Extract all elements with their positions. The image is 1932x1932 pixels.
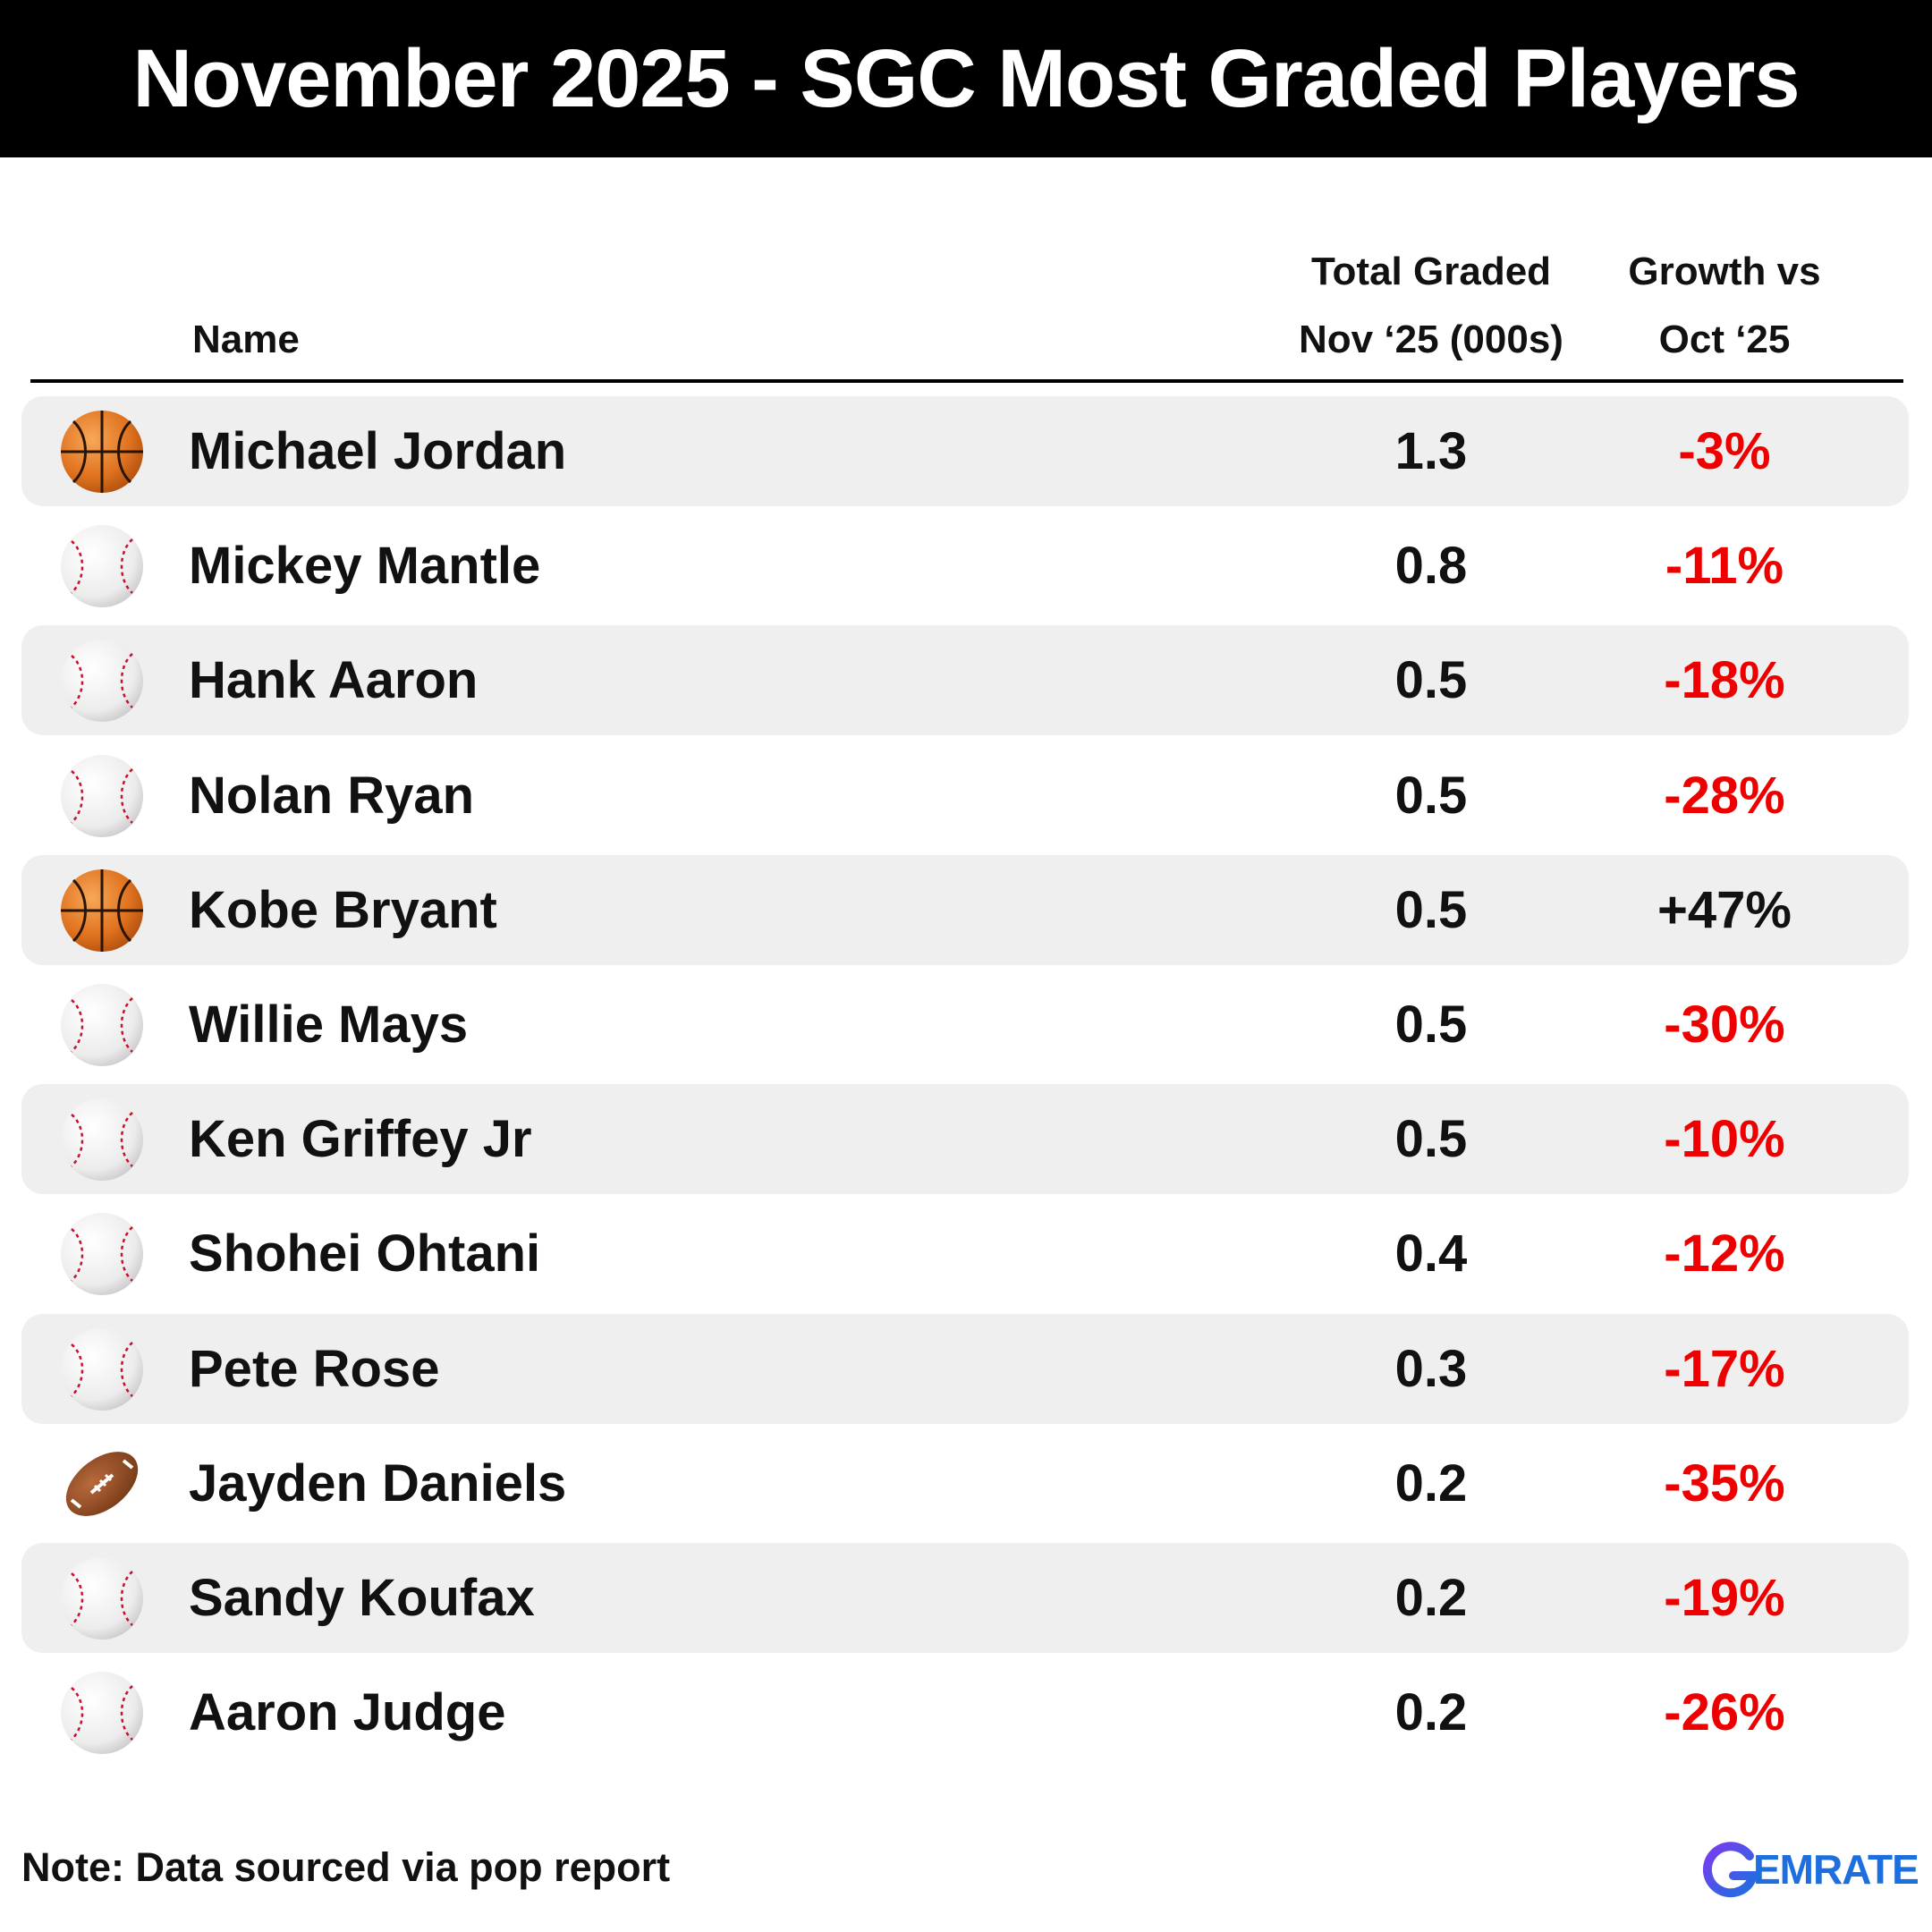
baseball-icon xyxy=(61,1213,143,1296)
total-graded-value: 1.3 xyxy=(1394,422,1468,480)
player-name: Nolan Ryan xyxy=(189,766,475,825)
player-name: Ken Griffey Jr xyxy=(189,1110,532,1169)
growth-value: -12% xyxy=(1664,1224,1785,1284)
growth-value: -17% xyxy=(1664,1339,1785,1398)
header-divider xyxy=(30,379,1903,383)
total-graded-value: 0.4 xyxy=(1394,1224,1468,1284)
gemrate-g-logo-icon xyxy=(1702,1842,1759,1898)
page-title: November 2025 - SGC Most Graded Players xyxy=(0,0,1932,157)
gemrate-logo-text: EMRATE xyxy=(1753,1846,1919,1893)
baseball-icon xyxy=(61,1672,143,1755)
growth-value: +47% xyxy=(1657,880,1792,939)
player-name: Michael Jordan xyxy=(189,422,567,480)
total-graded-value: 0.5 xyxy=(1394,880,1468,939)
table-row: Sandy Koufax 0.2 -19% xyxy=(21,1543,1909,1653)
growth-value: -3% xyxy=(1678,422,1771,480)
baseball-icon xyxy=(61,525,143,608)
growth-value: -30% xyxy=(1664,996,1785,1054)
growth-value: -35% xyxy=(1664,1453,1785,1513)
total-graded-value: 0.2 xyxy=(1394,1569,1468,1627)
growth-value: -28% xyxy=(1664,766,1785,825)
baseball-icon xyxy=(61,1098,143,1182)
source-note: Note: Data sourced via pop report xyxy=(21,1844,671,1890)
baseball-icon xyxy=(61,640,143,723)
column-header-name: Name xyxy=(192,318,300,361)
total-graded-value: 0.8 xyxy=(1394,537,1468,596)
table-row: Pete Rose 0.3 -17% xyxy=(21,1313,1909,1424)
column-header-growth: Growth vs Oct ‘25 xyxy=(1592,238,1857,374)
baseball-icon xyxy=(61,984,143,1066)
total-graded-value: 0.5 xyxy=(1394,1110,1468,1169)
table-row: Kobe Bryant 0.5 +47% xyxy=(21,854,1909,965)
player-name: Mickey Mantle xyxy=(189,537,541,596)
table-row: Shohei Ohtani 0.4 -12% xyxy=(21,1199,1909,1309)
basketball-icon xyxy=(61,869,143,952)
player-name: Pete Rose xyxy=(189,1339,440,1398)
total-graded-value: 0.3 xyxy=(1394,1339,1468,1398)
table-row: Jayden Daniels 0.2 -35% xyxy=(21,1428,1909,1538)
column-header-growth-line1: Growth vs xyxy=(1628,250,1821,293)
table-row: Hank Aaron 0.5 -18% xyxy=(21,625,1909,736)
growth-value: -26% xyxy=(1664,1683,1785,1742)
total-graded-value: 0.5 xyxy=(1394,651,1468,710)
total-graded-value: 0.2 xyxy=(1394,1683,1468,1742)
baseball-icon xyxy=(61,1557,143,1640)
table-row: Ken Griffey Jr 0.5 -10% xyxy=(21,1084,1909,1195)
growth-value: -19% xyxy=(1664,1569,1785,1627)
player-name: Sandy Koufax xyxy=(189,1569,535,1627)
player-name: Shohei Ohtani xyxy=(189,1224,541,1284)
column-header-growth-line2: Oct ‘25 xyxy=(1658,318,1791,361)
column-header-total-line1: Total Graded xyxy=(1310,250,1552,293)
growth-value: -11% xyxy=(1665,537,1784,596)
column-header-total-line2: Nov ‘25 (000s) xyxy=(1299,318,1563,361)
player-name: Willie Mays xyxy=(189,996,469,1054)
player-name: Hank Aaron xyxy=(189,651,479,710)
baseball-icon xyxy=(61,754,143,837)
baseball-icon xyxy=(61,1327,143,1411)
growth-value: -10% xyxy=(1664,1110,1785,1169)
table-row: Aaron Judge 0.2 -26% xyxy=(21,1657,1909,1767)
gemrate-logo: EMRATE xyxy=(1699,1835,1919,1903)
growth-value: -18% xyxy=(1664,651,1785,710)
table-row: Michael Jordan 1.3 -3% xyxy=(21,396,1909,506)
table-row: Nolan Ryan 0.5 -28% xyxy=(21,741,1909,851)
player-name: Jayden Daniels xyxy=(189,1453,567,1513)
basketball-icon xyxy=(61,411,143,493)
table-row: Mickey Mantle 0.8 -11% xyxy=(21,511,1909,621)
total-graded-value: 0.5 xyxy=(1394,996,1468,1054)
table-row: Willie Mays 0.5 -30% xyxy=(21,970,1909,1080)
football-icon xyxy=(65,1451,139,1516)
total-graded-value: 0.5 xyxy=(1394,766,1468,825)
player-name: Aaron Judge xyxy=(189,1683,506,1742)
player-name: Kobe Bryant xyxy=(189,880,497,939)
total-graded-value: 0.2 xyxy=(1394,1453,1468,1513)
column-header-total: Total Graded Nov ‘25 (000s) xyxy=(1270,238,1592,374)
